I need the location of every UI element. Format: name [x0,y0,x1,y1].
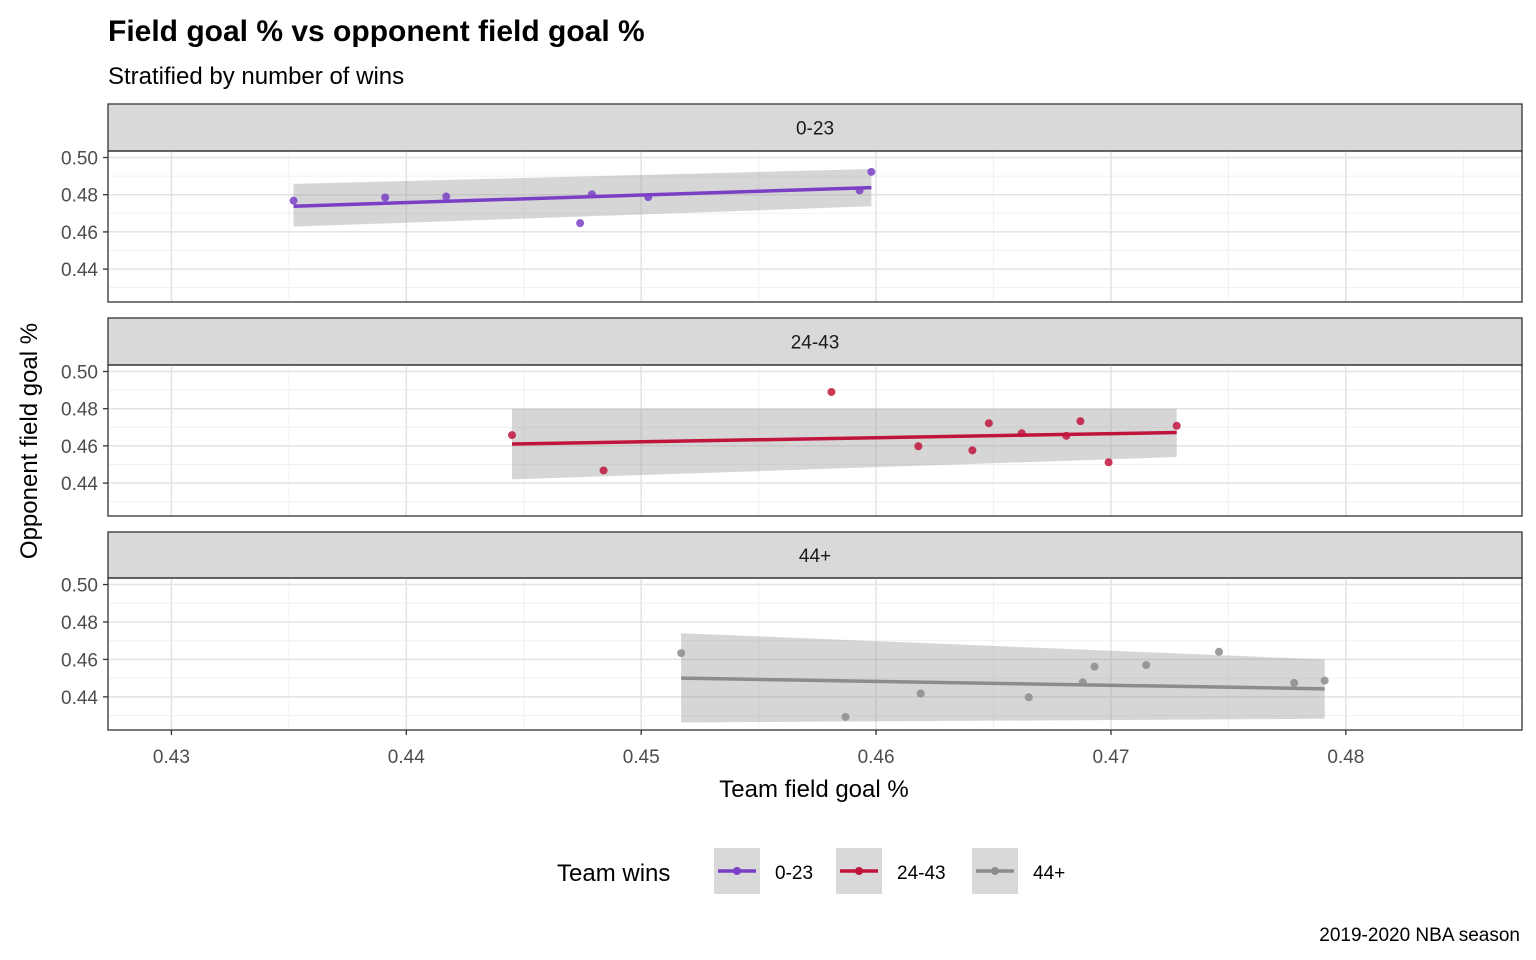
data-point [1076,417,1085,426]
y-axis-title: Opponent field goal % [16,323,43,559]
x-axis-title: Team field goal % [719,776,908,803]
facet-strip [107,103,1523,152]
x-tick-label: 0.46 [858,747,895,768]
y-tick-label: 0.46 [61,437,98,458]
facet-panels: 0-23 0.44 0.46 0.48 0.50 24-43 0.44 0.46 0.48 0.5… [61,103,1523,731]
facet-strip-label: 0-23 [796,119,834,140]
facet-panel-44+: 44+ 0.44 0.46 0.48 0.50 [61,531,1523,731]
y-tick-label: 0.44 [61,474,98,495]
data-point [841,712,850,721]
data-point [1172,421,1181,430]
data-point [984,419,993,428]
y-tick-label: 0.44 [61,688,98,709]
x-tick-label: 0.44 [388,747,425,768]
data-point [1290,678,1299,687]
legend: Team wins 0-23 24-43 44+ [557,848,1065,894]
y-tick-label: 0.46 [61,650,98,671]
fit-line [681,676,1325,691]
chart-subtitle: Stratified by number of wins [108,63,404,90]
legend-label: 44+ [1033,863,1065,884]
legend-key-point [855,867,863,875]
y-tick-label: 0.50 [61,363,98,384]
data-point [381,193,390,202]
legend-label: 24-43 [897,863,946,884]
data-point [1024,693,1033,702]
legend-title: Team wins [557,860,670,887]
data-point [1320,676,1329,685]
panel-border [107,150,1523,303]
data-point [1215,647,1223,656]
x-tick-label: 0.43 [153,747,190,768]
facet-panel-24-43: 24-43 0.44 0.46 0.48 0.50 [61,317,1523,517]
y-tick-label: 0.46 [61,223,98,244]
data-point [968,446,977,455]
legend-item-44+: 44+ [972,848,1065,894]
fit-line [293,185,872,208]
y-tick-label: 0.48 [61,400,98,421]
data-point [827,387,836,396]
data-point [442,192,451,201]
confidence-band [512,408,1177,480]
fit-line [511,430,1177,446]
x-tick-label: 0.45 [623,747,660,768]
data-point [289,196,298,205]
data-point [1142,661,1151,670]
data-point [599,466,608,475]
data-point [1104,458,1113,467]
y-tick-label: 0.44 [61,260,98,281]
x-tick-label: 0.48 [1327,747,1364,768]
legend-item-0-23: 0-23 [714,848,813,894]
chart-title: Field goal % vs opponent field goal % [108,15,645,48]
data-point [867,167,876,176]
data-point [576,219,585,228]
facet-strip [107,317,1523,366]
panel-border [107,577,1523,731]
panel-border [107,364,1523,517]
legend-label: 0-23 [775,863,813,884]
y-tick-label: 0.48 [61,186,98,207]
legend-item-24-43: 24-43 [836,848,946,894]
chart-caption: 2019-2020 NBA season [1319,925,1520,946]
confidence-band [681,633,1325,723]
facet-strip-label: 44+ [799,546,831,567]
y-tick-label: 0.50 [61,149,98,170]
data-point [1090,662,1099,671]
legend-key-point [733,867,741,875]
data-point [508,431,516,440]
y-tick-label: 0.50 [61,576,98,597]
data-point [914,442,923,451]
facet-strip-label: 24-43 [791,333,840,354]
x-tick-label: 0.47 [1092,747,1129,768]
legend-key-point [991,867,999,875]
data-point [677,649,686,658]
x-axis: 0.43 0.44 0.45 0.46 0.47 0.48 [153,730,1364,768]
y-tick-label: 0.48 [61,613,98,634]
data-point [916,689,925,698]
facet-panel-0-23: 0-23 0.44 0.46 0.48 0.50 [61,103,1523,303]
